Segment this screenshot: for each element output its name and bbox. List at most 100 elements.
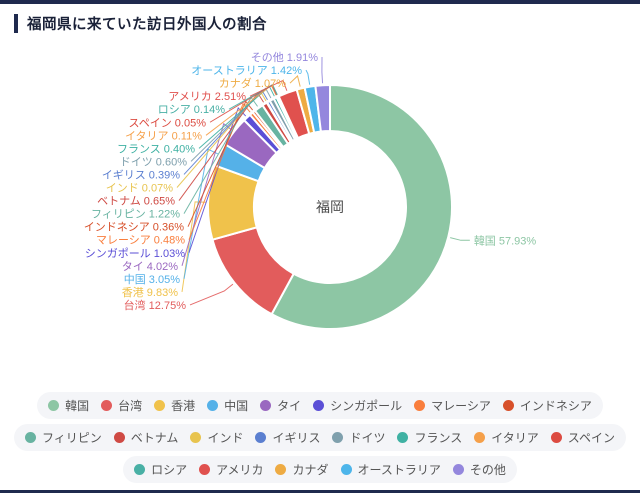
chart-legend: 韓国 台湾 香港 中国 タイ シンガポール マレーシア インドネシアフィリピン ベトナム インド イ… — [0, 392, 640, 483]
legend-swatch — [414, 400, 426, 411]
legend-item[interactable]: 台湾 — [101, 397, 142, 414]
legend-item[interactable]: ロシア — [134, 461, 187, 478]
legend-swatch — [452, 464, 464, 475]
legend-row: 韓国 台湾 香港 中国 タイ シンガポール マレーシア インドネシア — [37, 392, 603, 419]
slice-label: イタリア 0.11% — [125, 129, 202, 142]
legend-swatch — [199, 464, 211, 475]
legend-item[interactable]: アメリカ — [199, 461, 263, 478]
legend-label: イギリス — [272, 431, 321, 445]
legend-item[interactable]: オーストラリア — [340, 461, 441, 478]
slice-label: ロシア 0.14% — [158, 104, 225, 116]
legend-item[interactable]: タイ — [260, 397, 301, 414]
slice-label: マレーシア 0.48% — [96, 235, 185, 247]
slice-label: オーストラリア 1.42% — [191, 64, 302, 77]
slice-label: その他 1.91% — [251, 51, 318, 64]
legend-item[interactable]: フィリピン — [25, 429, 102, 446]
legend-label: ロシア — [151, 463, 188, 477]
bottom-border — [0, 490, 640, 493]
legend-swatch — [25, 432, 37, 443]
legend-item[interactable]: 香港 — [154, 397, 195, 414]
slice-label: タイ 4.02% — [122, 260, 178, 273]
legend-swatch — [190, 432, 202, 443]
label-line — [181, 201, 207, 292]
legend-swatch — [260, 400, 272, 411]
legend-label: タイ — [277, 399, 302, 413]
legend-item[interactable]: カナダ — [275, 461, 329, 478]
legend-item[interactable]: ドイツ — [332, 429, 385, 446]
slice-label: シンガポール 1.03% — [85, 247, 185, 260]
legend-swatch — [397, 432, 409, 443]
legend-label: 韓国 — [65, 399, 90, 413]
chart-center-label: 福岡 — [316, 199, 344, 215]
legend-item[interactable]: インドネシア — [502, 397, 592, 414]
legend-label: オーストラリア — [357, 463, 441, 477]
legend-label: カナダ — [292, 463, 329, 477]
legend-label: ベトナム — [130, 431, 179, 445]
legend-swatch — [313, 400, 325, 411]
pie-slice[interactable] — [270, 84, 453, 330]
label-line — [189, 283, 234, 306]
legend-label: フィリピン — [42, 431, 102, 445]
top-border — [0, 0, 640, 4]
slice-label: 台湾 12.75% — [124, 298, 187, 312]
slice-label: インドネシア 0.36% — [84, 221, 184, 234]
header: 福岡県に来ていた訪日外国人の割合 — [14, 13, 267, 34]
legend-swatch — [502, 400, 514, 411]
label-line — [228, 84, 278, 110]
page-title: 福岡県に来ていた訪日外国人の割合 — [27, 17, 267, 33]
legend-label: アメリカ — [216, 463, 264, 477]
slice-label: 韓国 57.93% — [474, 234, 537, 247]
legend-label: その他 — [469, 463, 506, 477]
legend-label: インドネシア — [519, 399, 592, 413]
slice-label: フランス 0.40% — [117, 143, 195, 155]
label-line — [450, 237, 470, 241]
slice-label: イギリス 0.39% — [102, 168, 180, 181]
slice-label: インド 0.07% — [106, 183, 173, 195]
pie-slice[interactable] — [314, 84, 331, 133]
label-line — [188, 102, 251, 240]
label-line — [305, 69, 311, 85]
legend-item[interactable]: イギリス — [255, 429, 320, 446]
legend-label: シンガポール — [330, 399, 403, 413]
legend-swatch — [207, 400, 219, 411]
legend-row: フィリピン ベトナム インド イギリス ドイツ フランス イタリア スペイン — [14, 424, 626, 451]
legend-item[interactable]: イタリア — [474, 429, 539, 446]
donut-chart: 福岡 韓国 57.93% 台湾 12.75%香港 9.83%中国 3.05%タイ … — [84, 51, 537, 330]
legend-swatch — [134, 464, 146, 475]
slice-label: アメリカ 2.51% — [168, 90, 246, 103]
legend-row: ロシア アメリカ カナダ オーストラリア その他 — [123, 456, 517, 483]
legend-item[interactable]: その他 — [452, 461, 506, 478]
slice-label: カナダ 1.07% — [219, 76, 286, 90]
legend-item[interactable]: 韓国 — [48, 397, 89, 414]
label-line — [181, 122, 233, 266]
legend-label: 中国 — [224, 399, 249, 413]
legend-swatch — [550, 432, 562, 443]
legend-item[interactable]: マレーシア — [414, 397, 491, 414]
legend-label: マレーシア — [431, 399, 491, 413]
title-accent-bar — [14, 14, 18, 33]
legend-item[interactable]: ベトナム — [113, 429, 179, 446]
legend-item[interactable]: フランス — [397, 429, 462, 446]
legend-swatch — [113, 432, 125, 443]
legend-label: インド — [207, 431, 244, 445]
donut-chart-area: 福岡 韓国 57.93% 台湾 12.75% 香港 9.83% 中国 3.05% タイ … — [0, 40, 640, 390]
legend-item[interactable]: 中国 — [207, 397, 248, 414]
legend-swatch — [255, 432, 267, 443]
legend-item[interactable]: インド — [190, 429, 243, 446]
slice-label: スペイン 0.05% — [129, 117, 207, 129]
legend-label: ドイツ — [349, 431, 386, 445]
slice-label: 中国 3.05% — [124, 273, 180, 286]
label-line — [187, 100, 254, 227]
legend-swatch — [332, 432, 344, 443]
legend-label: スペイン — [567, 431, 615, 445]
legend-item[interactable]: シンガポール — [313, 397, 402, 414]
legend-label: 台湾 — [118, 399, 143, 413]
legend-swatch — [340, 464, 352, 475]
label-line — [321, 56, 324, 84]
legend-swatch — [101, 400, 113, 411]
legend-swatch — [474, 432, 486, 443]
slice-label: 香港 9.83% — [122, 286, 178, 299]
legend-item[interactable]: スペイン — [550, 429, 615, 446]
legend-label: 香港 — [171, 399, 196, 413]
legend-swatch — [275, 464, 287, 475]
